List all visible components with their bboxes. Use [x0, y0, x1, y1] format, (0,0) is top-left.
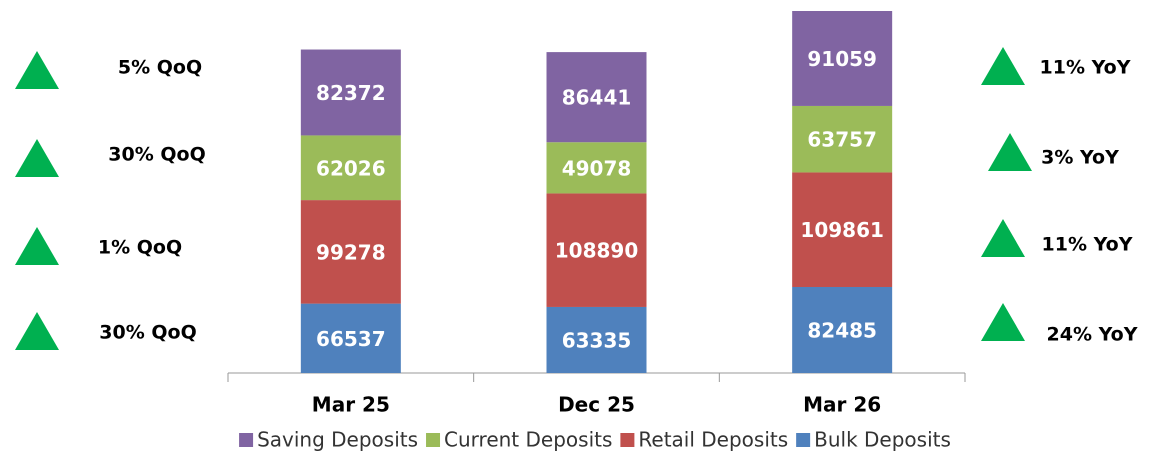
legend-label: Bulk Deposits — [814, 428, 951, 452]
data-label: 63335 — [562, 328, 632, 352]
x-tick-label: Dec 25 — [558, 393, 635, 417]
legend-swatch — [796, 433, 811, 447]
annotation: 1% QoQ — [98, 237, 182, 259]
legend-swatch — [426, 433, 441, 447]
bar-segment — [792, 105, 893, 173]
up-triangle — [988, 133, 1032, 171]
legend-label: Saving Deposits — [257, 428, 418, 452]
data-label: 99278 — [316, 240, 386, 264]
x-tick-label: Mar 26 — [803, 393, 881, 417]
bar-segment — [546, 52, 647, 143]
data-label: 108890 — [555, 239, 639, 263]
bar-segment — [792, 11, 893, 106]
up-triangle — [981, 219, 1025, 257]
data-label: 63757 — [807, 128, 877, 152]
bar-segment — [792, 286, 893, 373]
data-label: 86441 — [562, 86, 632, 110]
bar-segment — [300, 49, 401, 136]
legend-swatch — [239, 433, 254, 447]
annotation: 3% YoY — [1041, 147, 1119, 169]
bar-segment — [792, 172, 893, 287]
x-tick-label: Mar 25 — [312, 393, 390, 417]
up-triangle — [15, 227, 59, 265]
bar-segment — [300, 303, 401, 373]
data-label: 109861 — [800, 218, 884, 242]
up-triangle — [15, 51, 59, 89]
bar-segment — [300, 135, 401, 201]
data-label: 66537 — [316, 327, 386, 351]
annotation: 30% QoQ — [99, 322, 196, 344]
up-triangle — [981, 47, 1025, 85]
legend-label: Current Deposits — [444, 428, 612, 452]
annotation: 30% QoQ — [108, 144, 205, 166]
data-label: 82372 — [316, 81, 386, 105]
data-label: 62026 — [316, 156, 386, 180]
annotation: 5% QoQ — [118, 57, 202, 79]
bar-segment — [300, 200, 401, 304]
up-triangle — [15, 139, 59, 177]
bar-segment — [546, 306, 647, 373]
bar-segment — [546, 193, 647, 307]
data-label: 91059 — [807, 47, 877, 71]
up-triangle — [15, 312, 59, 350]
annotation: 24% YoY — [1047, 324, 1138, 346]
data-label: 82485 — [807, 318, 877, 342]
legend-label: Retail Deposits — [638, 428, 788, 452]
annotation: 11% YoY — [1040, 57, 1131, 79]
annotation: 11% YoY — [1042, 234, 1133, 256]
up-triangle — [981, 303, 1025, 341]
legend-swatch — [620, 433, 635, 447]
bar-segment — [546, 142, 647, 194]
data-label: 49078 — [562, 156, 632, 180]
